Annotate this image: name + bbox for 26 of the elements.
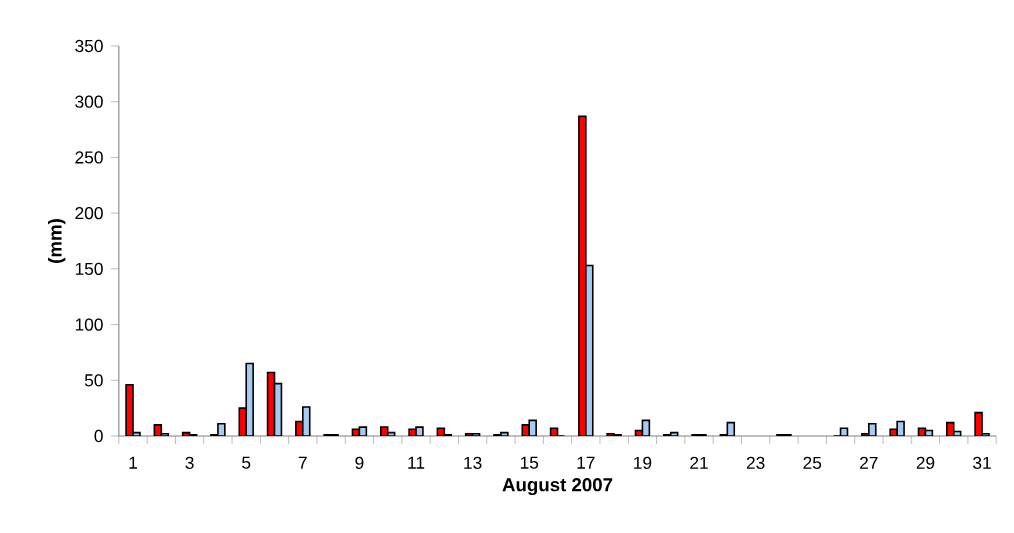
y-tick-label: 300 bbox=[75, 95, 103, 108]
x-tick-label: 11 bbox=[408, 456, 425, 469]
y-tick-label: 250 bbox=[75, 151, 103, 164]
x-tick-label: 23 bbox=[746, 456, 765, 469]
y-tick-label: 50 bbox=[84, 374, 103, 387]
x-tick-label: 27 bbox=[860, 456, 878, 469]
x-tick-label: 25 bbox=[803, 456, 822, 469]
x-tick-label: 21 bbox=[690, 456, 708, 469]
x-tick-label: 19 bbox=[634, 456, 652, 469]
x-tick-label: 7 bbox=[298, 456, 307, 469]
y-axis-title: (mm) bbox=[48, 219, 66, 263]
x-tick-label: 13 bbox=[464, 456, 482, 469]
x-tick-label: 1 bbox=[129, 456, 137, 469]
x-tick-label: 17 bbox=[577, 456, 595, 469]
y-tick-label: 0 bbox=[94, 429, 103, 443]
y-tick-label: 350 bbox=[75, 39, 103, 53]
y-tick-label: 150 bbox=[75, 262, 103, 275]
x-tick-label: 5 bbox=[242, 456, 251, 469]
x-tick-label: 29 bbox=[916, 456, 935, 469]
x-tick-label: 3 bbox=[185, 456, 194, 469]
y-tick-label: 200 bbox=[75, 207, 103, 220]
x-tick-label: 15 bbox=[520, 456, 539, 469]
x-tick-label: 9 bbox=[355, 456, 364, 469]
x-tick-label: 31 bbox=[973, 456, 991, 469]
y-tick-label: 100 bbox=[75, 318, 103, 331]
x-axis-title: August 2007 bbox=[502, 478, 613, 496]
